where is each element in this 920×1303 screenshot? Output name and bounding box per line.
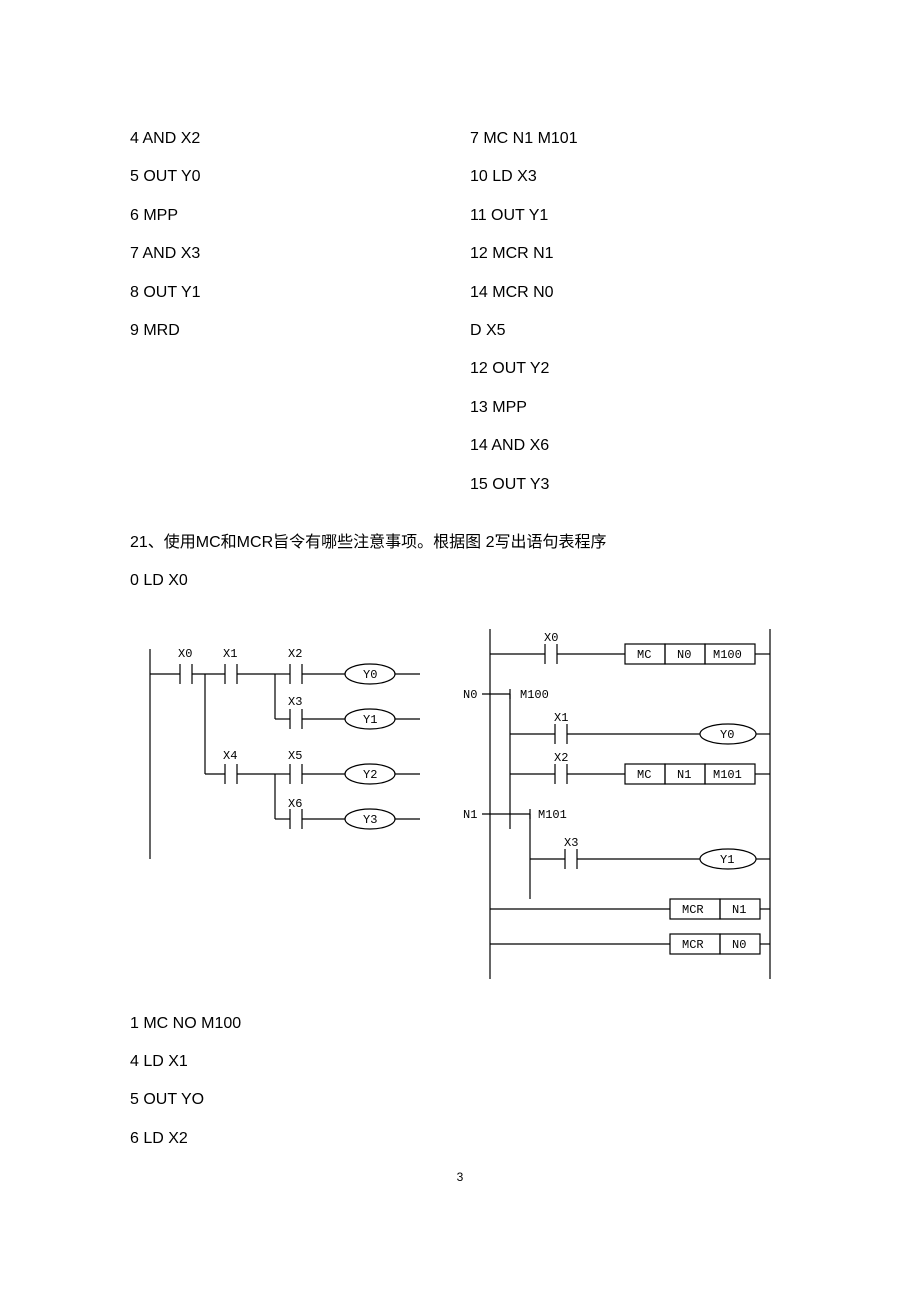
- code-line: 12 OUT Y2: [470, 350, 790, 388]
- label-y0: Y0: [720, 728, 734, 742]
- diagrams-row: X0 X1 X2 X3 X4 X5 X6 Y0 Y1 Y2 Y3: [130, 619, 790, 989]
- label-y2: Y2: [363, 768, 377, 782]
- code-line: 7 AND X3: [130, 235, 430, 273]
- bottom-code-list: 1 MC NO M100 4 LD X1 5 OUT YO 6 LD X2: [130, 1005, 790, 1159]
- label-m101-bus: M101: [538, 808, 567, 822]
- code-line: 0 LD X0: [130, 562, 790, 600]
- label-y0: Y0: [363, 668, 377, 682]
- code-line: 11 OUT Y1: [470, 197, 790, 235]
- code-line: 14 AND X6: [470, 427, 790, 465]
- label-mc2: MC: [637, 768, 651, 782]
- label-x2: X2: [554, 751, 568, 765]
- label-x1: X1: [223, 647, 237, 661]
- code-line: 14 MCR N0: [470, 274, 790, 312]
- label-x4: X4: [223, 749, 237, 763]
- label-y1: Y1: [363, 713, 377, 727]
- code-line: D X5: [470, 312, 790, 350]
- ladder-diagram-right: X0 MC N0 M100 N0 M100 X1 Y0 X2 MC N1 M10…: [460, 619, 790, 989]
- label-n0: N0: [677, 648, 691, 662]
- page: 4 AND X2 5 OUT Y0 6 MPP 7 AND X3 8 OUT Y…: [0, 0, 920, 1198]
- code-line: 1 MC NO M100: [130, 1005, 790, 1043]
- two-column-code: 4 AND X2 5 OUT Y0 6 MPP 7 AND X3 8 OUT Y…: [130, 120, 790, 504]
- ladder-diagram-left: X0 X1 X2 X3 X4 X5 X6 Y0 Y1 Y2 Y3: [130, 619, 430, 879]
- label-m100-bus: M100: [520, 688, 549, 702]
- label-mc: MC: [637, 648, 651, 662]
- code-line: 9 MRD: [130, 312, 430, 350]
- label-x0: X0: [178, 647, 192, 661]
- code-line: 5 OUT YO: [130, 1081, 790, 1119]
- label-m100: M100: [713, 648, 742, 662]
- label-mcr2: MCR: [682, 938, 704, 952]
- code-line: 7 MC N1 M101: [470, 120, 790, 158]
- label-x0: X0: [544, 631, 558, 645]
- label-x6: X6: [288, 797, 302, 811]
- label-x2: X2: [288, 647, 302, 661]
- code-line: 12 MCR N1: [470, 235, 790, 273]
- label-y3: Y3: [363, 813, 377, 827]
- code-line: 6 MPP: [130, 197, 430, 235]
- code-line: 5 OUT Y0: [130, 158, 430, 196]
- label-x1: X1: [554, 711, 568, 725]
- label-y1: Y1: [720, 853, 734, 867]
- code-line: 6 LD X2: [130, 1120, 790, 1158]
- label-x5: X5: [288, 749, 302, 763]
- left-column: 4 AND X2 5 OUT Y0 6 MPP 7 AND X3 8 OUT Y…: [130, 120, 430, 504]
- label-x3: X3: [288, 695, 302, 709]
- label-m101: M101: [713, 768, 742, 782]
- right-column: 7 MC N1 M101 10 LD X3 11 OUT Y1 12 MCR N…: [470, 120, 790, 504]
- code-line: 13 MPP: [470, 389, 790, 427]
- label-n1-bus: N1: [463, 808, 477, 822]
- code-line: 8 OUT Y1: [130, 274, 430, 312]
- label-x3: X3: [564, 836, 578, 850]
- question-21: 21、使用MC和MCR旨令有哪些注意事项。根据图 2写出语句表程序: [130, 524, 790, 562]
- code-line: 4 AND X2: [130, 120, 430, 158]
- code-line: 15 OUT Y3: [470, 466, 790, 504]
- page-number: 3: [0, 1170, 920, 1184]
- code-line: 4 LD X1: [130, 1043, 790, 1081]
- label-mcr1: MCR: [682, 903, 704, 917]
- label-mcr-n0: N0: [732, 938, 746, 952]
- code-line: 10 LD X3: [470, 158, 790, 196]
- label-n0-bus: N0: [463, 688, 477, 702]
- label-n1: N1: [677, 768, 691, 782]
- label-mcr-n1: N1: [732, 903, 746, 917]
